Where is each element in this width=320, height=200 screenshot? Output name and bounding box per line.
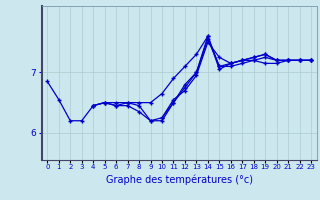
- X-axis label: Graphe des températures (°c): Graphe des températures (°c): [106, 174, 253, 185]
